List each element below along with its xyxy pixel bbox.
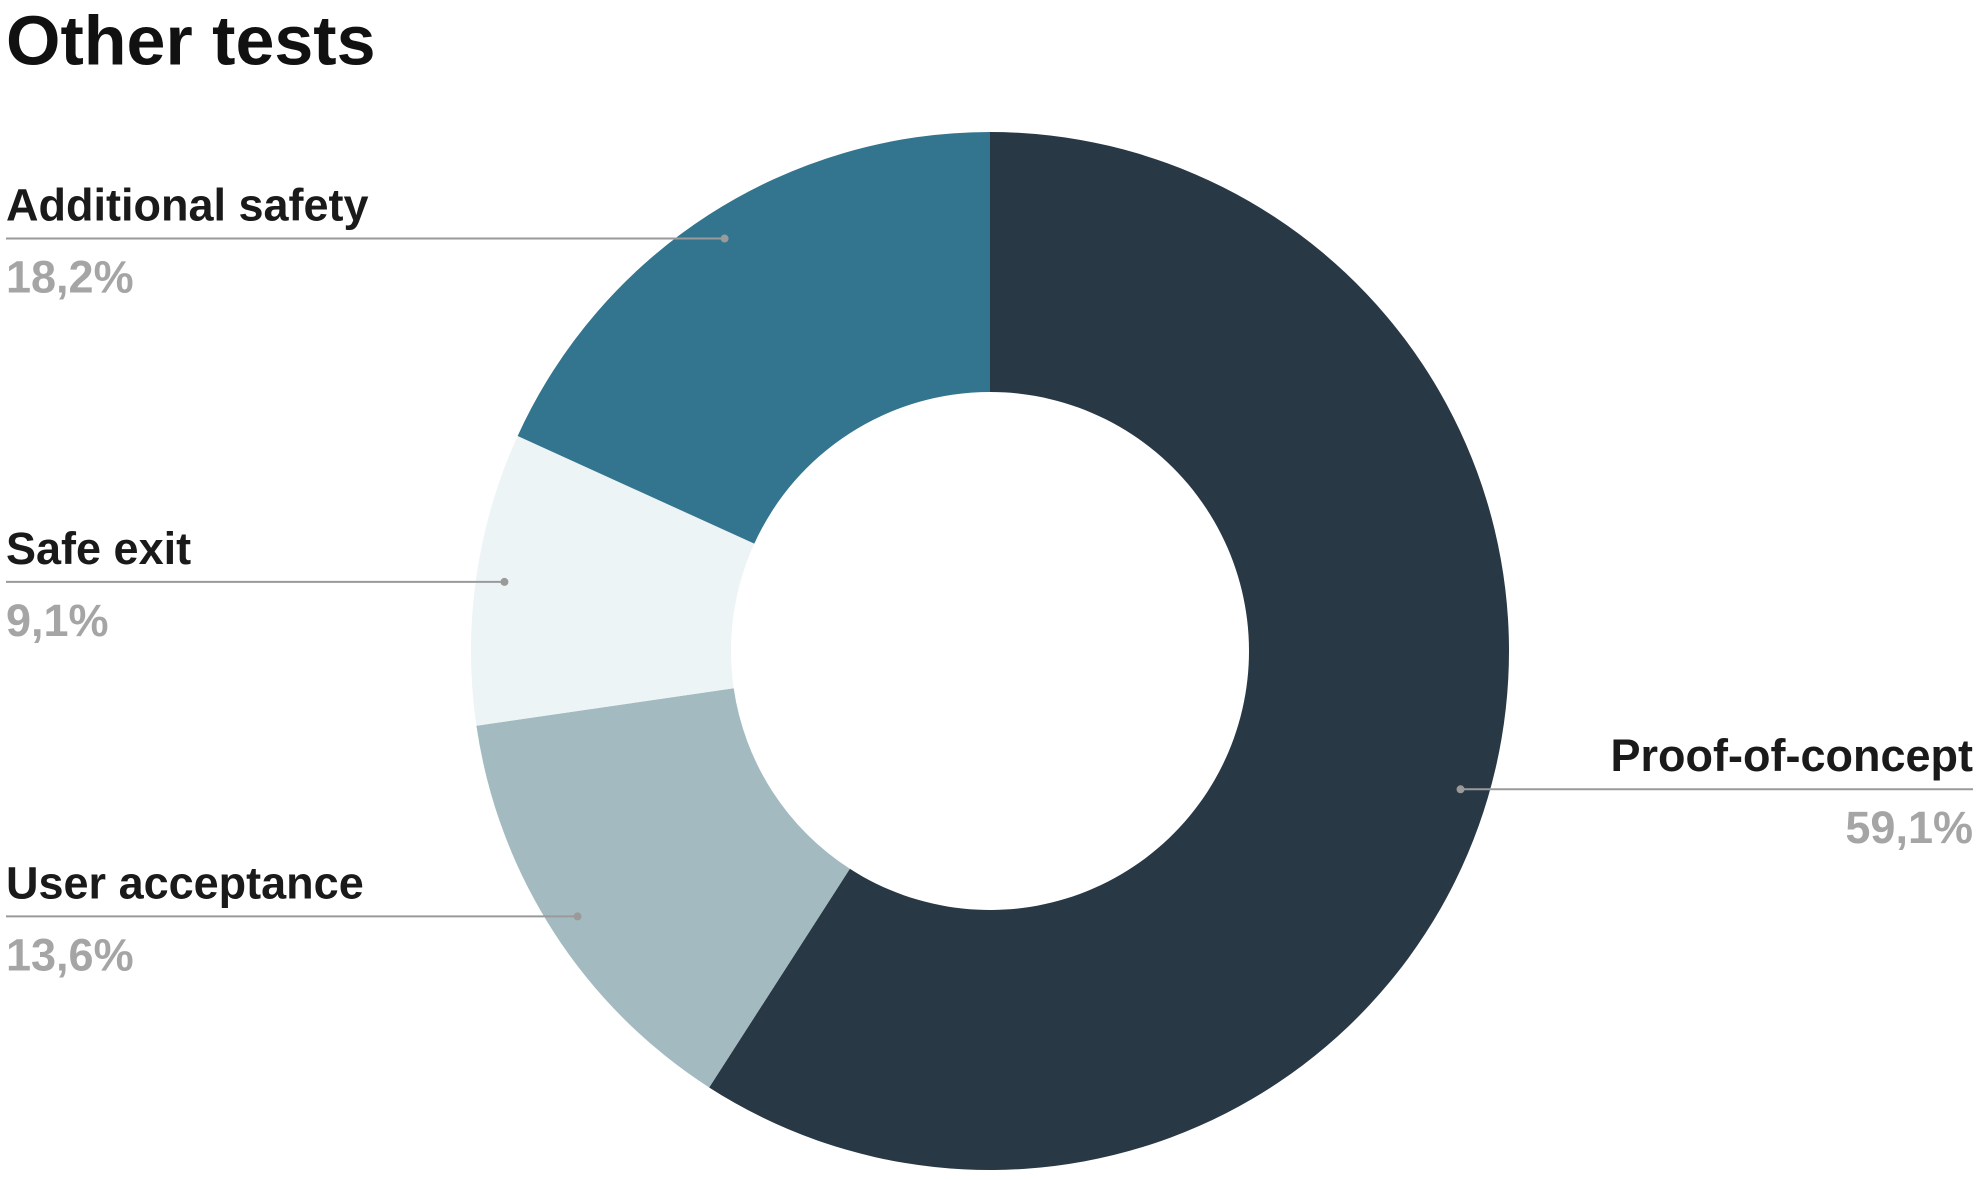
slice-label: User acceptance [6,857,364,908]
slice-value: 9,1% [6,595,109,646]
leader-dot [1456,785,1465,794]
leader-dot [720,234,729,243]
slice-label: Safe exit [6,523,191,574]
slice-value: 18,2% [6,251,134,302]
slice-value: 13,6% [6,929,134,980]
donut-slice [709,132,1509,1171]
donut-slice [517,132,990,544]
leader-dot [573,912,582,921]
slice-label: Proof-of-concept [1611,730,1973,781]
donut-slice [476,688,850,1088]
slice-value: 59,1% [1845,802,1973,853]
donut-slice [471,435,755,726]
chart-title: Other tests [6,1,376,79]
slice-label: Additional safety [6,179,369,230]
leader-dot [500,577,509,586]
